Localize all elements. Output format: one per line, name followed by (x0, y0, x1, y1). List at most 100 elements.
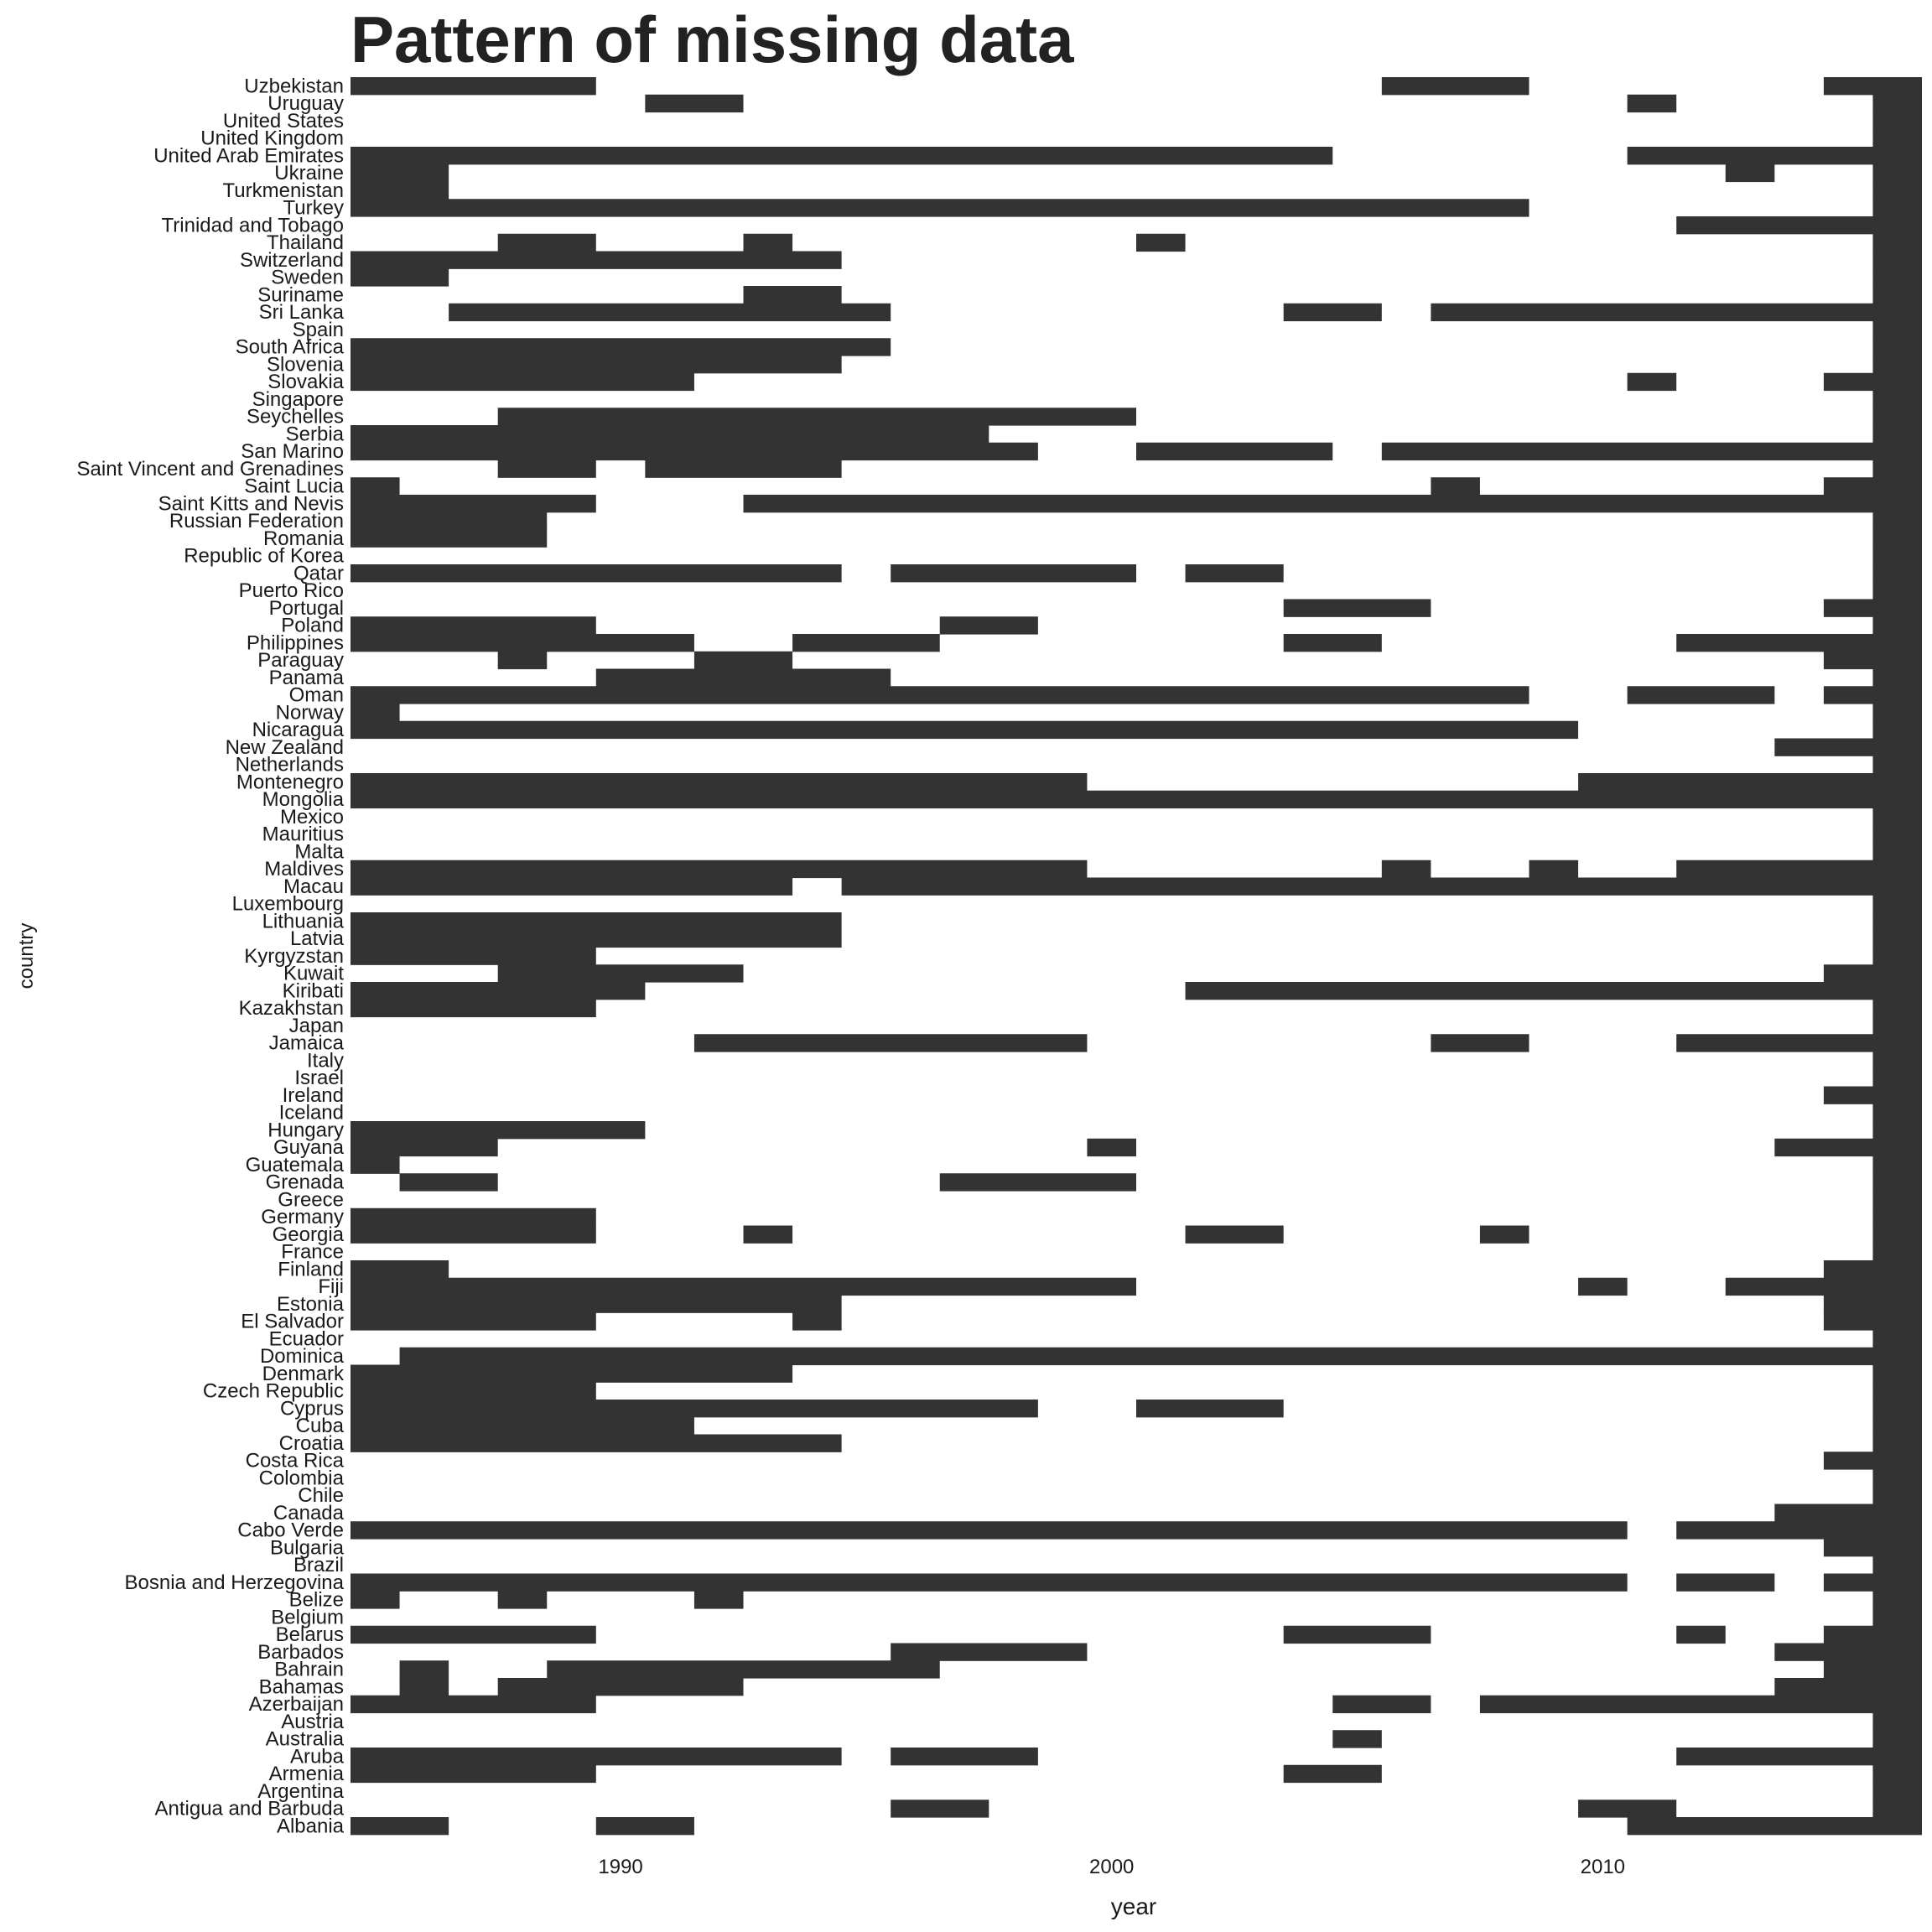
y-tick-label: Norway (276, 701, 344, 724)
y-tick-label: Seychelles (247, 406, 344, 428)
y-tick-label: Serbia (286, 423, 345, 445)
y-tick-label: Thailand (267, 231, 344, 254)
y-tick-label: Macau (283, 875, 344, 898)
missing-cell (351, 1400, 1038, 1418)
y-tick-label: El Salvador (241, 1311, 344, 1333)
y-tick-label: Republic of Korea (184, 545, 344, 568)
missing-cell (1872, 1782, 1922, 1800)
missing-cell (1479, 1695, 1922, 1714)
missing-cell (351, 268, 449, 287)
missing-cell (1774, 1138, 1922, 1157)
missing-cell (351, 1277, 1136, 1296)
missing-cell (1578, 1277, 1628, 1296)
missing-cell (1136, 1400, 1284, 1418)
missing-cell (1823, 1660, 1922, 1679)
y-tick-label: Kuwait (283, 963, 344, 985)
missing-cell (1283, 303, 1382, 322)
missing-cell (1529, 860, 1579, 879)
missing-cell (351, 338, 891, 356)
y-tick-label: Grenada (266, 1171, 345, 1194)
missing-cell (351, 495, 596, 513)
y-tick-label: Antigua and Barbuda (154, 1798, 344, 1820)
missing-cell (1431, 477, 1480, 496)
missing-cell (1823, 1539, 1922, 1557)
missing-cell (1136, 442, 1333, 461)
missing-cell (351, 877, 793, 896)
y-tick-label: Croatia (279, 1432, 345, 1455)
missing-cell (1872, 581, 1922, 600)
missing-cell (1823, 1295, 1922, 1313)
missing-cell (351, 1695, 596, 1714)
missing-cell (1872, 338, 1922, 356)
missing-cell (1823, 686, 1922, 704)
missing-cell (1872, 1208, 1922, 1227)
y-tick-label: Greece (278, 1188, 344, 1211)
y-tick-label: Turkmenistan (223, 179, 345, 202)
missing-cell (645, 460, 842, 478)
y-tick-label: Montenegro (236, 771, 344, 793)
y-tick-label: Azerbaijan (249, 1693, 344, 1716)
y-tick-label: France (281, 1241, 344, 1264)
missing-cell (1283, 634, 1382, 652)
missing-cell (497, 233, 596, 252)
y-tick-label: Slovenia (267, 353, 345, 376)
missing-cell (1872, 1712, 1922, 1731)
missing-cell (1774, 738, 1922, 756)
missing-cell (351, 860, 1088, 879)
y-tick-label: Spain (293, 319, 344, 341)
missing-cell (1578, 1800, 1677, 1818)
missing-cell (1872, 616, 1922, 635)
missing-cell (351, 1121, 646, 1140)
missing-cell (939, 616, 1038, 635)
missing-cell (351, 181, 449, 200)
missing-cell (1774, 1643, 1922, 1661)
y-tick-label: Singapore (252, 388, 344, 411)
missing-cell (351, 512, 548, 531)
y-tick-label: South Africa (236, 336, 345, 359)
missing-cell (891, 1748, 1038, 1766)
missing-cell (351, 686, 1530, 704)
y-tick-label: Sri Lanka (259, 301, 345, 324)
missing-cell (1872, 1382, 1922, 1400)
y-tick-label: Iceland (279, 1102, 344, 1124)
chart-title: Pattern of missing data (351, 3, 1074, 76)
missing-cell (693, 1034, 1088, 1052)
missing-cell (1872, 199, 1922, 217)
missing-cell (1872, 129, 1922, 148)
missing-cell (399, 1347, 1922, 1366)
y-tick-label: Russian Federation (169, 510, 344, 532)
missing-cell (1872, 320, 1922, 339)
missing-cell (1676, 1748, 1922, 1766)
missing-cell (351, 773, 1088, 792)
missing-cell (939, 1173, 1136, 1192)
missing-cell (1823, 1625, 1922, 1644)
missing-cell (351, 982, 646, 1000)
missing-cell (1872, 1068, 1922, 1088)
missing-cell (1872, 181, 1922, 200)
y-tick-label: Ecuador (269, 1327, 344, 1350)
missing-cell (1872, 1591, 1922, 1609)
missing-cell (693, 651, 793, 670)
missing-cell (351, 1295, 842, 1313)
missing-cell (1872, 843, 1922, 861)
missing-cell (1872, 1225, 1922, 1244)
missing-cell (351, 425, 989, 444)
missing-cell (1872, 1400, 1922, 1418)
missing-cell (1872, 1555, 1922, 1575)
y-tick-label: Colombia (259, 1467, 345, 1489)
missing-cell (645, 94, 744, 113)
y-tick-label: Chile (298, 1484, 344, 1507)
missing-cell (1872, 94, 1922, 113)
y-tick-label: Cuba (296, 1415, 345, 1437)
y-tick-label: Estonia (277, 1293, 345, 1316)
missing-cell (351, 929, 842, 948)
missing-cell (1578, 773, 1922, 792)
missing-cell (1872, 529, 1922, 548)
missing-cell (351, 1625, 596, 1644)
y-tick-label: Bosnia and Herzegovina (124, 1571, 344, 1594)
y-tick-label: Guatemala (246, 1154, 345, 1176)
y-tick-label: Guyana (273, 1136, 345, 1159)
y-tick-label: Philippines (247, 631, 344, 654)
y-tick-label: Paraguay (257, 649, 344, 672)
missing-cell (1872, 356, 1922, 374)
